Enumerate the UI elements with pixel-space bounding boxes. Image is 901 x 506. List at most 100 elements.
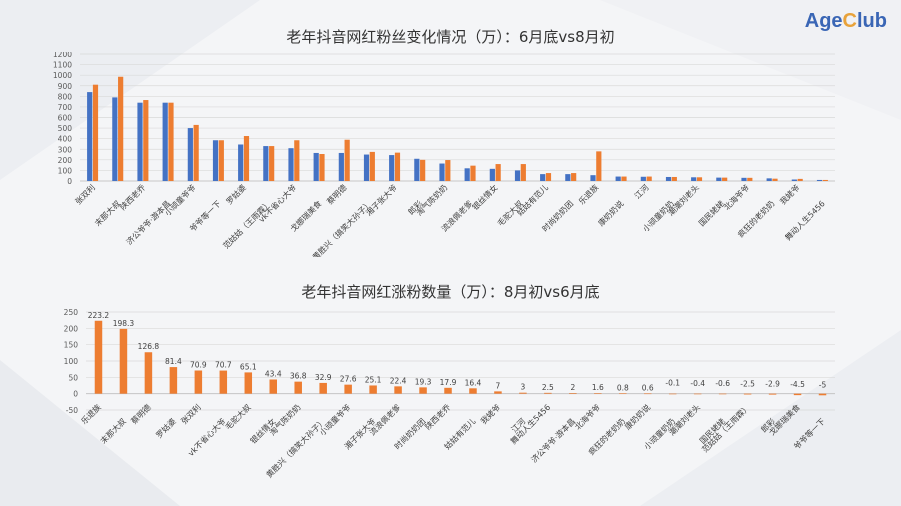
bar-aug [369, 151, 375, 181]
bar-gain [519, 392, 527, 394]
bar-aug [571, 173, 577, 181]
bar-aug [118, 76, 124, 181]
bar-gain [619, 393, 627, 395]
bar-aug [420, 159, 426, 181]
data-label: -4.5 [790, 380, 805, 389]
x-tick-label: 国民姥姥 [696, 198, 726, 228]
x-tick-label: 时尚奶奶团 [540, 198, 575, 233]
bar-aug [696, 177, 703, 181]
data-label: 65.1 [240, 362, 257, 371]
bar-june [741, 177, 747, 181]
data-label: 32.9 [315, 373, 332, 382]
bar-june [590, 175, 596, 181]
bar-june [187, 128, 193, 181]
x-tick-label: 小顽童爷爷 [162, 182, 197, 217]
y-tick-label: 1200 [53, 52, 72, 59]
bar-june [137, 102, 143, 181]
x-tick-label: 时尚奶奶团 [392, 416, 427, 451]
bar-gain [94, 320, 103, 394]
bar-june [816, 179, 823, 181]
bar-june [691, 177, 697, 181]
data-label: -0.1 [665, 379, 680, 388]
x-tick-label: 我姥爷 [478, 402, 502, 426]
x-tick-label: 姑姑有范儿 [515, 182, 550, 217]
data-label: -0.4 [690, 379, 705, 388]
y-tick-label: 600 [58, 114, 73, 123]
bar-gain [594, 393, 602, 394]
bar-aug [772, 178, 778, 181]
bar-gain [768, 393, 777, 395]
bar-june [212, 140, 219, 181]
bar-gain [718, 393, 727, 395]
y-tick-label: 50 [68, 373, 78, 382]
bar-june [640, 176, 646, 181]
data-label: 126.8 [138, 342, 160, 351]
x-tick-label: 江河 [632, 182, 650, 200]
bar-aug [319, 154, 325, 181]
bar-aug [797, 178, 803, 181]
data-label: -2.9 [765, 380, 780, 389]
bar-june [665, 176, 672, 181]
y-tick-label: 1100 [53, 61, 72, 70]
data-label: 19.3 [415, 377, 432, 386]
bar-june [489, 168, 495, 181]
chart-1-title: 老年抖音网红粉丝变化情况（万）：6月底vs8月初 [286, 28, 615, 46]
bar-june [389, 155, 395, 181]
x-tick-label: vk不省心大爷 [186, 416, 228, 458]
data-label: 7 [496, 381, 501, 390]
data-label: 70.9 [190, 361, 207, 370]
bar-june [87, 92, 93, 181]
bar-gain [319, 382, 327, 394]
x-tick-label: 陕西老乔 [118, 182, 148, 212]
bar-aug [269, 146, 275, 181]
data-label: 3 [521, 383, 526, 392]
data-label: 36.8 [290, 372, 307, 381]
bar-aug [495, 164, 501, 181]
x-tick-label: 淘气陈奶奶 [414, 182, 449, 217]
x-tick-label: 乐退族 [79, 402, 103, 426]
y-tick-label: 400 [58, 135, 73, 144]
x-tick-label: 康奶奶说 [596, 198, 626, 228]
x-tick-label: 北海爷爷 [573, 402, 603, 432]
bar-gain [544, 392, 552, 394]
bar-aug [193, 124, 199, 181]
data-label: 16.4 [465, 378, 482, 387]
y-tick-label: 200 [58, 156, 73, 165]
x-tick-label: 康奶奶说 [622, 402, 652, 432]
x-tick-label: 湘子张大爷 [364, 182, 399, 217]
bar-gain [219, 370, 228, 394]
bar-gain [818, 393, 827, 396]
x-tick-label: 乐退族 [576, 182, 600, 206]
x-tick-label: 爷爷等一下 [792, 416, 827, 451]
bar-aug [92, 84, 99, 181]
data-label: 0.8 [617, 383, 629, 392]
bar-gain [169, 367, 178, 394]
x-tick-label: 我姥爷 [778, 182, 802, 206]
bar-june [288, 148, 294, 181]
bar-june [162, 102, 168, 181]
bar-aug [646, 176, 652, 181]
bar-aug [470, 165, 476, 181]
bar-june [766, 178, 772, 181]
data-label: 1.6 [592, 383, 604, 392]
y-tick-label: 250 [64, 308, 79, 317]
y-tick-label: 700 [58, 103, 73, 112]
data-label: 17.9 [440, 378, 457, 387]
fans-gain-chart: -50 0 50 100 150 200 250 223.2 乐退族 198.3 末那大叔 126.8… [64, 308, 835, 480]
data-label: 223.2 [88, 311, 110, 320]
x-tick-label: 张双利 [179, 402, 203, 426]
bar-june [439, 163, 445, 181]
bar-gain [419, 387, 427, 394]
x-tick-label: 陕西老乔 [423, 402, 453, 432]
data-label: 81.4 [165, 357, 182, 366]
x-tick-label: 罗姑婆 [224, 182, 248, 206]
bar-june [112, 97, 118, 181]
data-label: 2 [570, 383, 575, 392]
x-tick-label: 潮潮刘老头 [666, 182, 701, 217]
bar-aug [394, 152, 401, 181]
x-tick-label: 爷爷等一下 [187, 198, 222, 233]
bar-june [363, 154, 370, 181]
ageclub-logo: AgeClub [804, 10, 887, 32]
bar-aug [294, 140, 300, 181]
x-tick-label: 末那大叔 [98, 416, 128, 446]
